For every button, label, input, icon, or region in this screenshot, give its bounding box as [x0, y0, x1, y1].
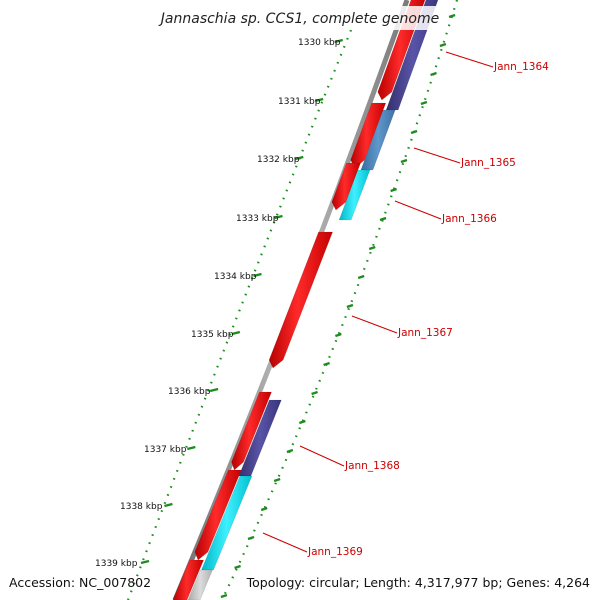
genome-backbone	[172, 0, 410, 600]
scale-tick	[323, 361, 330, 367]
gene-feature	[187, 569, 213, 600]
scale-tick	[209, 387, 219, 393]
scale-labels: 1330 kbp 1331 kbp 1332 kbp 1333 kbp 1334…	[95, 38, 341, 569]
gene-feature	[331, 162, 361, 211]
gene-label: Jann_1368	[344, 460, 400, 472]
gene-feature	[172, 559, 205, 600]
scale-label: 1331 kbp	[278, 97, 321, 107]
gene-feature	[268, 231, 333, 369]
accession-text: Accession: NC_007802	[9, 575, 151, 590]
scale-tick	[220, 593, 228, 599]
gene-feature	[231, 391, 272, 471]
gene-feature	[194, 469, 242, 561]
gene-label: Jann_1364	[493, 61, 549, 73]
scale-tick	[247, 535, 255, 541]
scale-label: 1332 kbp	[257, 155, 300, 165]
scale-tick	[314, 97, 324, 103]
gene-label: Jann_1367	[397, 327, 453, 339]
scale-tick	[379, 216, 387, 222]
inner-tick-track	[126, 29, 353, 600]
scale-tick	[390, 187, 397, 193]
gene-leader-line	[394, 200, 442, 220]
scale-tick	[334, 38, 344, 44]
scale-tick	[294, 155, 304, 161]
gene-labels: Jann_1364 Jann_1365 Jann_1366 Jann_1367 …	[307, 61, 549, 558]
scale-label: 1336 kbp	[168, 387, 211, 397]
scale-tick	[311, 390, 318, 396]
gene-feature	[201, 475, 253, 571]
scale-tick	[357, 274, 365, 280]
scale-label: 1335 kbp	[191, 330, 234, 340]
gene-leader-line	[351, 315, 398, 334]
gene-label: Jann_1366	[441, 213, 497, 225]
gene-features	[172, 0, 439, 600]
scale-label: 1330 kbp	[298, 38, 341, 48]
scale-tick	[420, 100, 428, 106]
scale-tick	[448, 13, 456, 19]
gene-label: Jann_1369	[307, 546, 363, 558]
scale-tick	[439, 42, 447, 48]
gene-label: Jann_1365	[460, 157, 516, 169]
scale-tick	[234, 564, 241, 570]
gene-leader-line	[299, 445, 345, 467]
scale-tick	[410, 129, 418, 135]
scale-tick	[260, 506, 268, 512]
scale-tick	[400, 158, 408, 164]
scale-label: 1333 kbp	[236, 214, 279, 224]
gene-leader-lines	[262, 51, 494, 553]
scale-tick	[368, 245, 376, 251]
scale-tick	[430, 71, 437, 77]
scale-tick	[274, 214, 283, 220]
scale-tick	[298, 419, 306, 425]
scale-tick	[187, 445, 196, 451]
scale-label: 1338 kbp	[120, 502, 163, 512]
scale-tick	[273, 477, 281, 483]
gene-feature	[360, 109, 396, 171]
scale-tick	[253, 272, 262, 278]
outer-tick-track	[221, 0, 459, 600]
title-background	[158, 6, 442, 30]
scale-tick	[231, 330, 241, 336]
gene-leader-line	[445, 51, 494, 68]
scale-label: 1334 kbp	[214, 272, 257, 282]
scale-tick	[286, 448, 294, 454]
scale-label: 1337 kbp	[144, 445, 187, 455]
genome-summary-text: Topology: circular; Length: 4,317,977 bp…	[246, 575, 590, 590]
scale-tick	[346, 303, 354, 309]
gene-feature	[338, 169, 371, 221]
gene-leader-line	[262, 532, 308, 553]
scale-tick	[164, 502, 173, 508]
scale-ticks	[140, 13, 456, 599]
map-title: Jannaschia sp. CCS1, complete genome	[158, 11, 439, 27]
scale-label: 1339 kbp	[95, 559, 138, 569]
scale-tick	[140, 559, 150, 565]
scale-tick	[334, 332, 342, 338]
gene-leader-line	[413, 147, 461, 164]
